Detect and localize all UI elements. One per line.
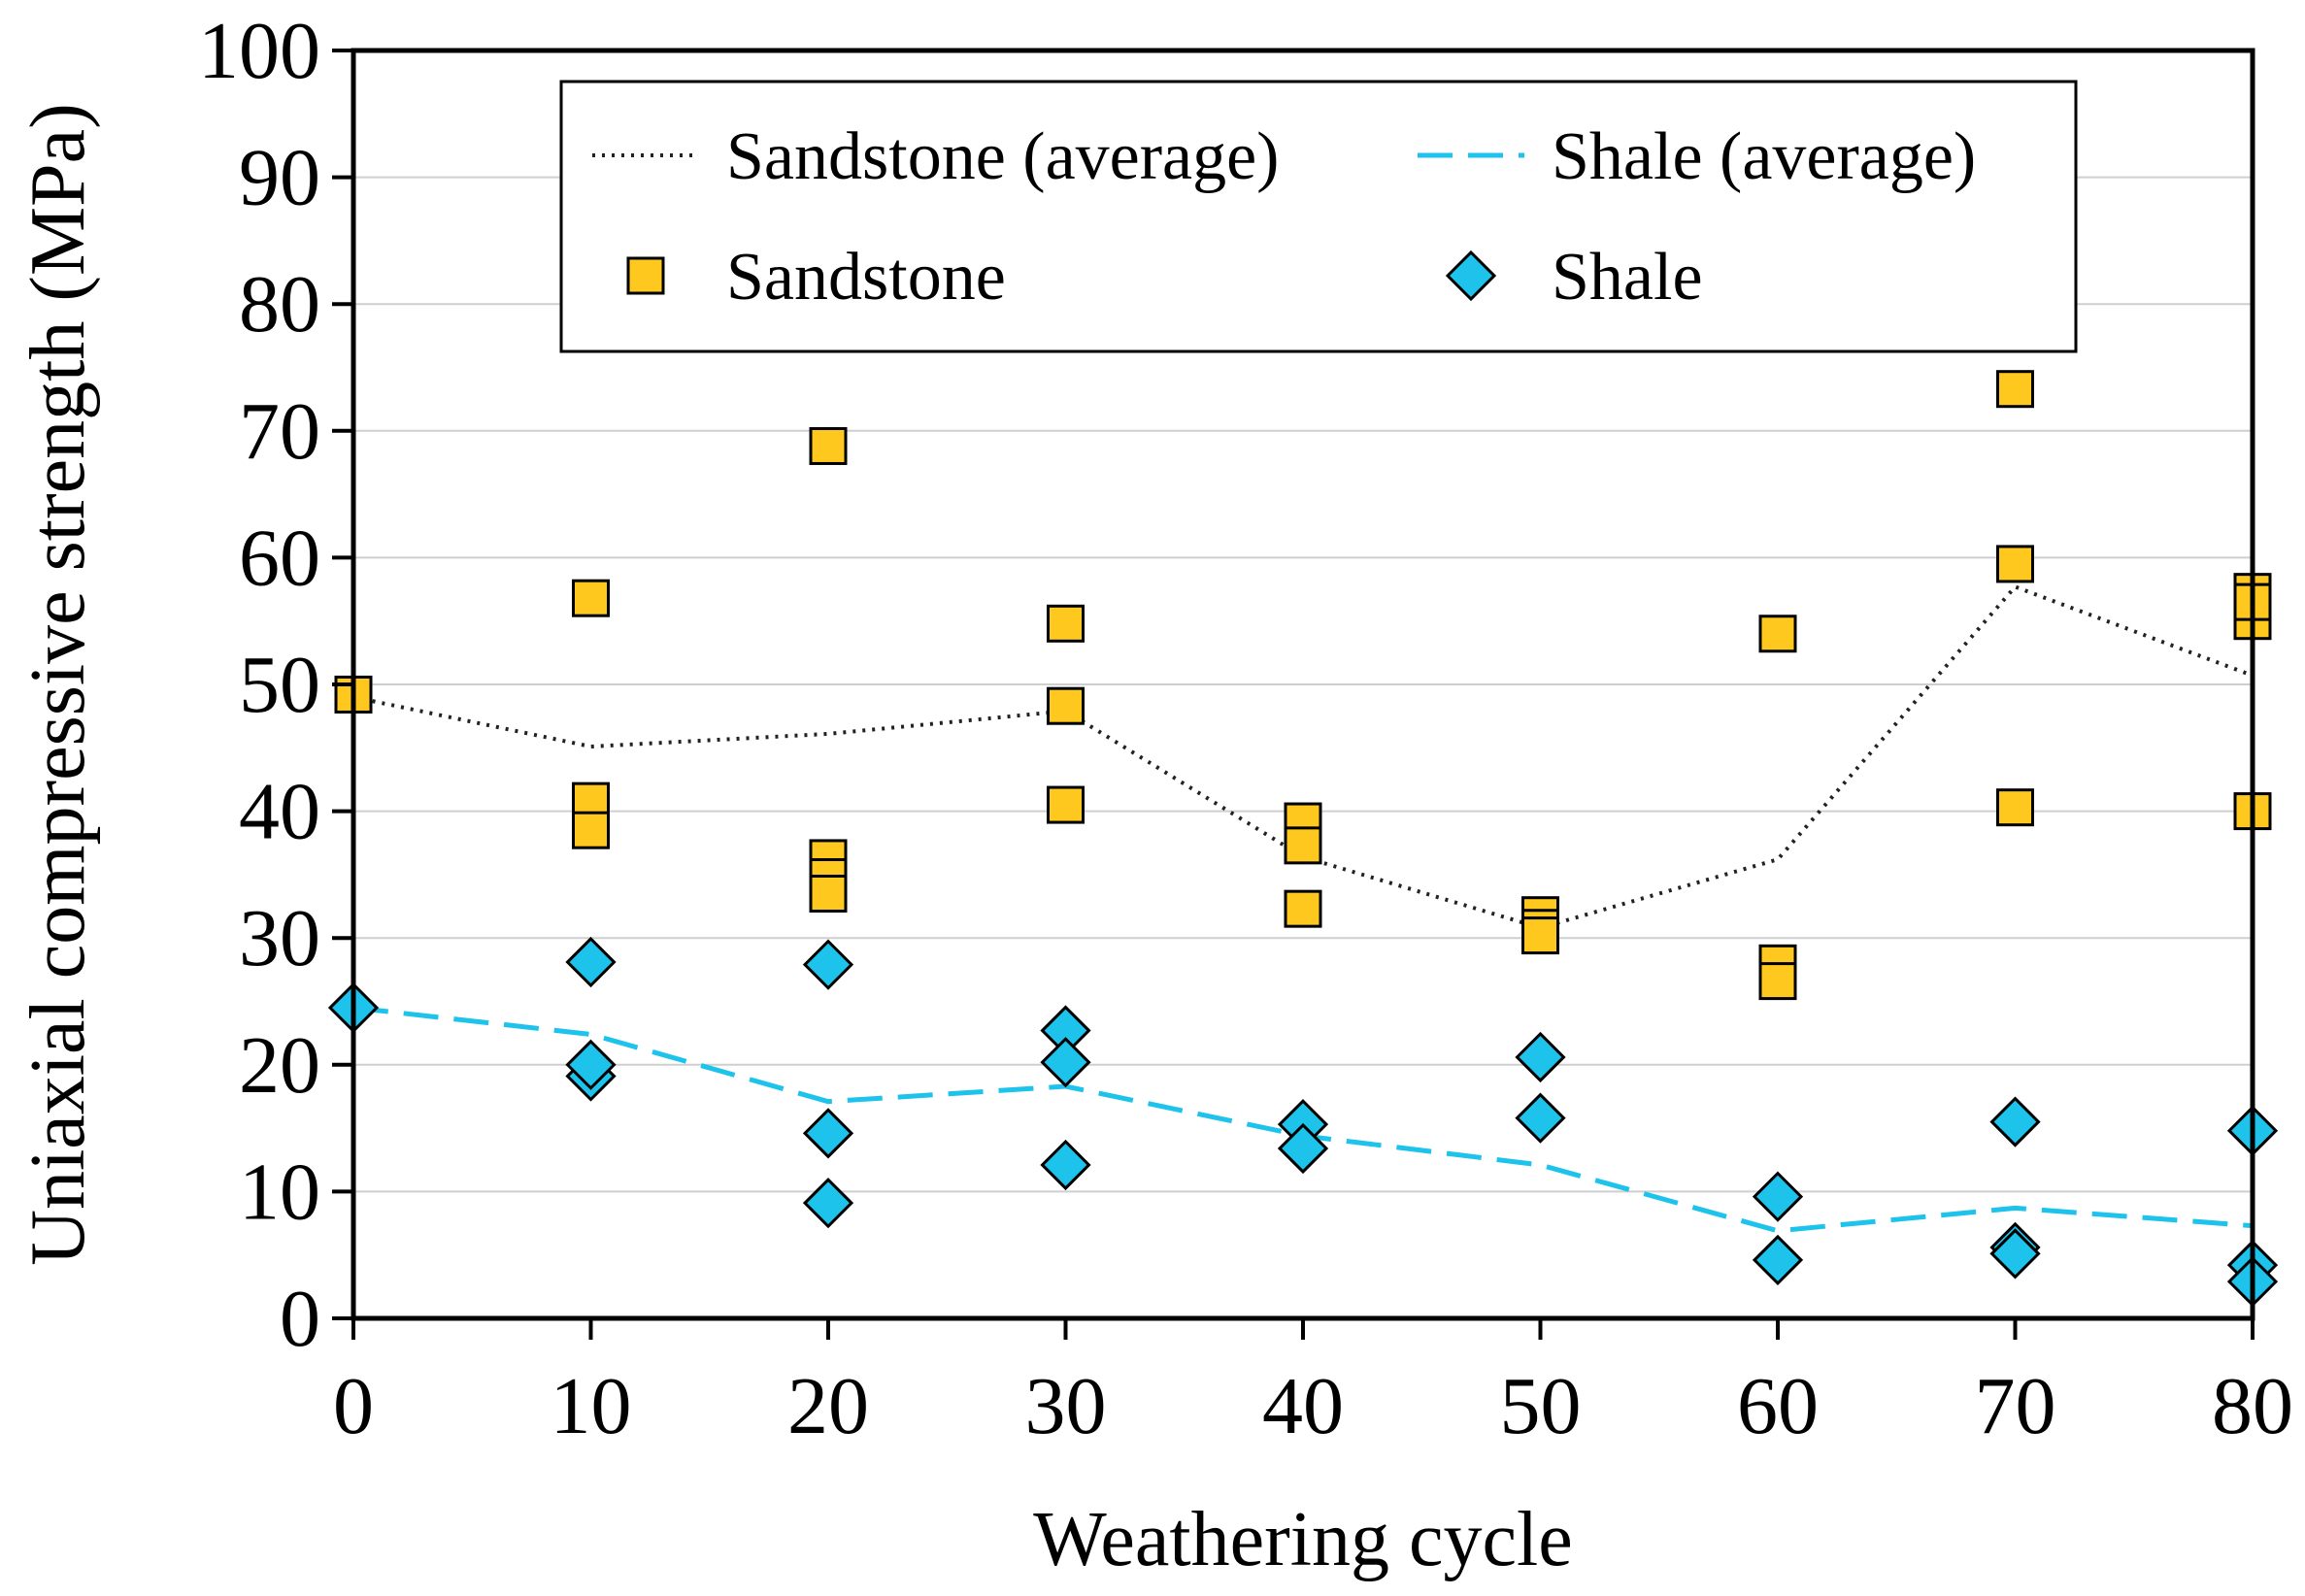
legend-label: Shale [1552, 240, 1703, 315]
shale-point [1515, 1031, 1566, 1083]
shale-point [1752, 1171, 1804, 1222]
sandstone-point [1996, 370, 2034, 409]
sandstone-point [809, 874, 848, 913]
legend-label: Sandstone [726, 240, 1006, 315]
x-tick-label: 20 [787, 1361, 869, 1451]
x-tick-label: 0 [333, 1361, 374, 1451]
shale-point [1515, 1092, 1566, 1144]
axis-ticks: 0 10 20 30 40 50 60 70 80 90 100 0 10 20 30 40 50 60 70 80 [198, 6, 2293, 1451]
y-tick-label: 10 [239, 1147, 320, 1237]
y-tick-label: 30 [239, 893, 320, 983]
x-tick-label: 50 [1500, 1361, 1582, 1451]
shale-point [802, 1178, 854, 1229]
shale-point [1040, 1139, 1091, 1191]
shale-point [802, 939, 854, 990]
y-tick-label: 70 [239, 386, 320, 477]
y-tick-label: 100 [198, 6, 320, 96]
sandstone-point [1284, 889, 1322, 928]
y-tick-label: 60 [239, 513, 320, 603]
sandstone-point [1758, 962, 1797, 1001]
sandstone-point [572, 811, 610, 849]
x-tick-label: 80 [2212, 1361, 2293, 1451]
sandstone-point [1758, 615, 1797, 653]
legend-box [559, 80, 2078, 353]
sandstone-average-line [352, 584, 2254, 930]
shale-point [1277, 1122, 1329, 1175]
sandstone-point [1047, 686, 1085, 725]
x-tick-label: 30 [1025, 1361, 1107, 1451]
sandstone-point [1284, 826, 1322, 865]
y-tick-label: 50 [239, 640, 320, 730]
sandstone-point [1047, 604, 1085, 643]
shale-point [802, 1108, 854, 1159]
shale-point [565, 1039, 617, 1090]
shale-point [1752, 1234, 1804, 1286]
shale-point [565, 936, 617, 988]
y-axis-label: Uniaxial compressive strength (MPa) [16, 103, 101, 1266]
legend-diamond-marker [1445, 249, 1497, 302]
x-tick-label: 40 [1262, 1361, 1344, 1451]
x-tick-label: 60 [1737, 1361, 1819, 1451]
shale-point [1040, 1037, 1091, 1088]
sandstone-point [809, 426, 848, 465]
y-tick-label: 20 [239, 1020, 320, 1111]
x-tick-label: 10 [551, 1361, 632, 1451]
shale-point [1989, 1096, 2041, 1147]
legend-label: Sandstone (average) [726, 119, 1279, 194]
sandstone-point [572, 579, 610, 617]
legend-label: Shale (average) [1552, 119, 1976, 194]
sandstone-point [1996, 545, 2034, 583]
y-tick-label: 0 [280, 1274, 320, 1364]
legend: Sandstone (average) Shale (average) Sandst… [559, 80, 2078, 353]
sandstone-point [1521, 916, 1559, 955]
shale-point [1989, 1228, 2041, 1280]
x-tick-label: 70 [1975, 1361, 2056, 1451]
y-tick-label: 90 [239, 133, 320, 223]
sandstone-point [1047, 785, 1085, 824]
y-tick-label: 80 [239, 259, 320, 349]
data-markers [327, 370, 2279, 1308]
x-axis-label: Weathering cycle [1033, 1497, 1572, 1582]
legend-square-marker [626, 256, 665, 295]
y-tick-label: 40 [239, 767, 320, 857]
sandstone-point [1996, 788, 2034, 827]
